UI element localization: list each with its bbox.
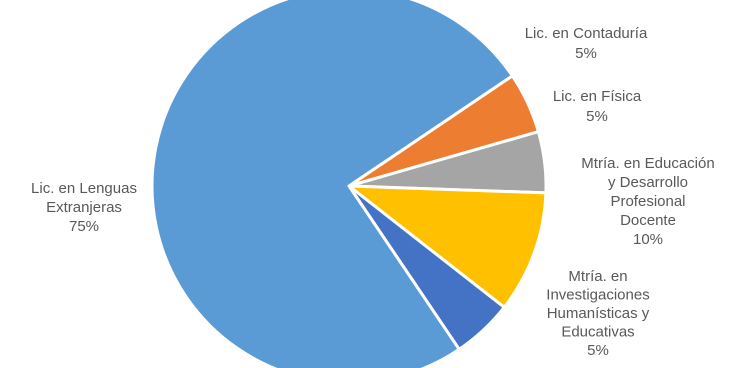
slice-label-line: Profesional [610,193,685,210]
pie-slices [152,0,546,368]
slice-label-line: Lic. en Lenguas [31,180,137,197]
slice-label-line: Lic. en Física [553,88,642,105]
slice-label: Mtría. en Educación y Desarrollo Profesion… [581,155,714,248]
slice-label: Mtría. en Investigaciones Humanísticas y Ed… [546,268,649,359]
slice-label-line: 10% [633,231,663,248]
slice-label-line: y Desarrollo [608,174,688,191]
slice-label-line: 5% [587,342,609,359]
slice-label-line: 75% [69,218,99,235]
slice-label-line: Mtría. en [568,268,627,285]
slice-label-line: Lic. en Contaduría [525,25,648,42]
slice-label-line: Docente [620,212,676,229]
slice-label: Lic. en Física 5% [553,88,642,125]
slice-label: Lic. en Lenguas Extranjeras 75% [31,180,137,235]
slice-label-line: Educativas [561,324,634,341]
slice-label-line: 5% [586,108,608,125]
slice-label-line: Humanísticas y [547,305,650,322]
slice-label: Lic. en Contaduría 5% [525,25,648,62]
slice-label-line: Investigaciones [546,287,649,304]
slice-label-line: 5% [575,45,597,62]
slice-label-line: Mtría. en Educación [581,155,714,172]
slice-label-line: Extranjeras [46,199,122,216]
